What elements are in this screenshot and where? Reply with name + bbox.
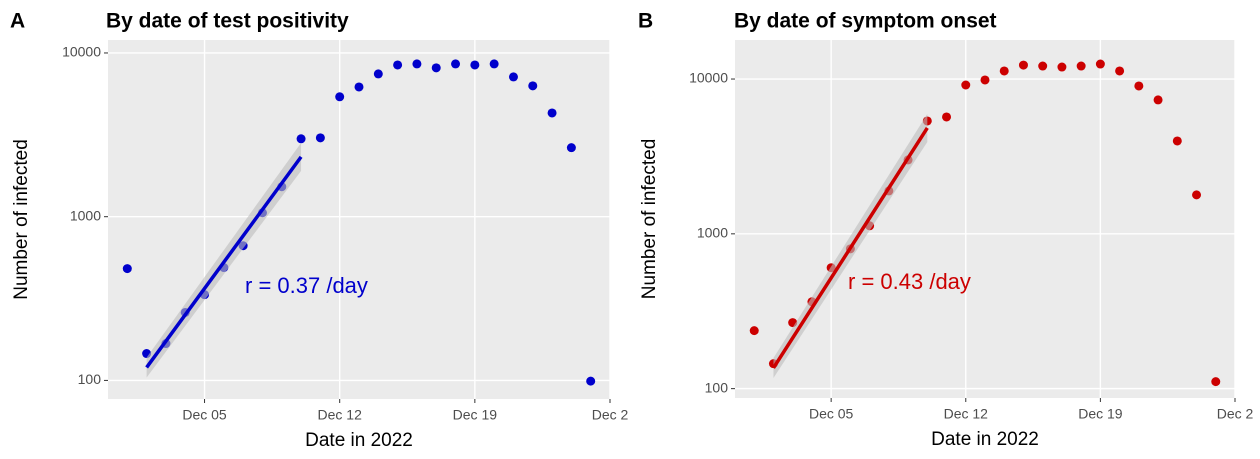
x-axis-title: Date in 2022	[305, 430, 413, 451]
point	[431, 63, 441, 73]
point	[335, 92, 345, 102]
point	[1134, 81, 1144, 91]
x-tick-label: Dec 19	[453, 407, 498, 423]
point	[942, 112, 952, 122]
point	[1115, 66, 1125, 76]
plot-background	[108, 40, 610, 399]
point	[470, 60, 480, 70]
x-tick-label: Dec 2	[1217, 406, 1254, 422]
point	[1192, 190, 1202, 200]
point	[547, 108, 557, 118]
point	[566, 143, 576, 153]
y-tick-label: 1000	[70, 207, 101, 223]
point	[961, 80, 971, 90]
chart-title: By date of symptom onset	[734, 10, 997, 33]
y-tick-label: 1000	[697, 225, 728, 241]
point	[122, 264, 132, 274]
point	[393, 60, 403, 70]
point	[1153, 95, 1163, 105]
point	[749, 326, 759, 336]
x-tick-label: Dec 05	[182, 407, 227, 423]
x-tick-label: Dec 2	[592, 407, 629, 423]
point	[1076, 61, 1086, 71]
point	[1095, 59, 1105, 69]
panel-label: B	[638, 10, 653, 33]
y-tick-label: 10000	[62, 44, 101, 60]
point	[489, 59, 499, 69]
x-tick-label: Dec 12	[944, 406, 989, 422]
point	[1018, 60, 1028, 70]
fit-line	[771, 127, 929, 369]
point	[354, 82, 364, 92]
point	[1057, 62, 1067, 72]
x-axis-title: Date in 2022	[931, 429, 1039, 450]
x-tick-label: Dec 05	[809, 406, 854, 422]
y-axis-title: Number of infected	[639, 139, 660, 300]
point	[373, 69, 383, 79]
point	[1038, 61, 1048, 71]
annotation: r = 0.43 /day	[848, 269, 971, 294]
fit-line	[145, 155, 303, 369]
point	[586, 376, 596, 386]
point	[999, 66, 1009, 76]
y-tick-label: 10000	[689, 70, 728, 86]
point	[315, 133, 325, 143]
point	[451, 59, 461, 69]
y-axis-title: Number of infected	[11, 139, 32, 300]
plot-background	[735, 40, 1235, 398]
chart-title: By date of test positivity	[106, 10, 349, 33]
point	[528, 81, 538, 91]
annotation: r = 0.37 /day	[245, 273, 368, 298]
point	[1211, 377, 1221, 387]
point	[1172, 136, 1182, 146]
point	[412, 59, 422, 69]
point	[980, 75, 990, 85]
y-tick-label: 100	[78, 371, 102, 387]
y-tick-label: 100	[705, 379, 729, 395]
point	[508, 72, 518, 82]
point	[296, 134, 306, 144]
panel-label: A	[10, 10, 25, 33]
x-tick-label: Dec 12	[318, 407, 363, 423]
x-tick-label: Dec 19	[1078, 406, 1123, 422]
